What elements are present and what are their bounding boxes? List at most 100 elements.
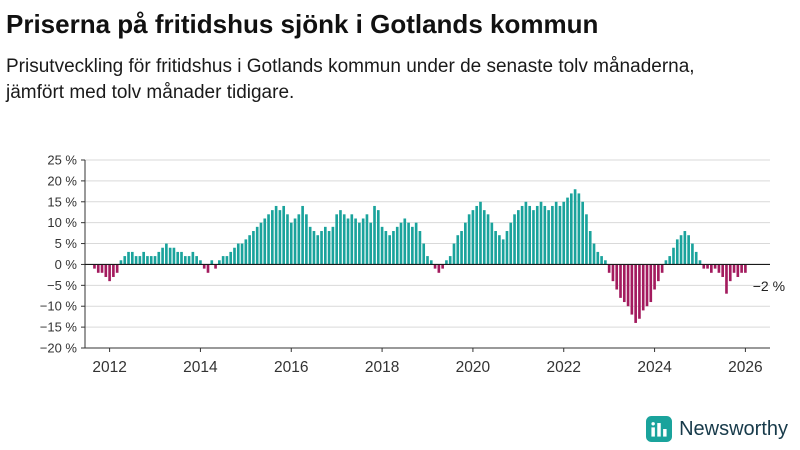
bar bbox=[641, 264, 645, 311]
bar bbox=[698, 260, 702, 265]
bar bbox=[517, 210, 520, 265]
bar bbox=[93, 264, 96, 269]
last-value-annotation: −2 % bbox=[753, 278, 785, 294]
bar bbox=[475, 205, 479, 265]
bar bbox=[180, 251, 183, 265]
bar bbox=[112, 264, 115, 277]
y-axis-label: −15 % bbox=[40, 320, 78, 335]
bar bbox=[710, 264, 713, 273]
bar bbox=[448, 256, 452, 265]
newsworthy-logo-icon bbox=[646, 416, 673, 442]
bar bbox=[581, 201, 584, 265]
bar bbox=[687, 235, 690, 265]
bar bbox=[558, 205, 562, 265]
bar bbox=[630, 264, 634, 315]
y-axis-label: 15 % bbox=[47, 194, 77, 209]
bar bbox=[445, 260, 448, 265]
bar bbox=[335, 214, 338, 265]
bar bbox=[562, 201, 566, 265]
bar bbox=[547, 210, 550, 265]
bar bbox=[713, 264, 717, 269]
bar bbox=[672, 247, 675, 265]
bar bbox=[373, 205, 376, 265]
bar bbox=[289, 222, 293, 265]
bar bbox=[649, 264, 653, 303]
bar bbox=[437, 264, 441, 273]
bar bbox=[660, 264, 664, 273]
bar bbox=[123, 256, 127, 265]
bar bbox=[388, 235, 391, 265]
bar bbox=[554, 201, 558, 265]
bar bbox=[528, 205, 532, 265]
bar bbox=[691, 243, 694, 265]
bar bbox=[354, 218, 357, 265]
y-axis-label: −5 % bbox=[47, 278, 77, 293]
bar bbox=[414, 222, 418, 265]
brand-footer: Newsworthy bbox=[646, 416, 788, 442]
bar bbox=[399, 222, 403, 265]
bar bbox=[165, 243, 168, 265]
bar bbox=[441, 264, 444, 269]
bar bbox=[467, 214, 471, 265]
bar bbox=[418, 231, 422, 265]
x-axis-label: 2020 bbox=[456, 359, 491, 376]
bar bbox=[596, 251, 600, 265]
bar bbox=[725, 264, 728, 294]
bar bbox=[664, 260, 668, 265]
bar bbox=[221, 256, 225, 265]
bar bbox=[331, 226, 335, 265]
bar bbox=[403, 218, 407, 265]
bar bbox=[161, 247, 164, 265]
bar bbox=[199, 260, 202, 265]
bar bbox=[282, 205, 286, 265]
bar bbox=[187, 256, 191, 265]
bar bbox=[115, 264, 119, 273]
bar bbox=[358, 222, 361, 265]
bar bbox=[286, 214, 289, 265]
brand-name: Newsworthy bbox=[679, 417, 788, 440]
bar bbox=[346, 218, 350, 265]
bar bbox=[728, 264, 732, 282]
bar bbox=[134, 256, 138, 265]
bar bbox=[645, 264, 649, 307]
bar bbox=[535, 205, 539, 265]
bar bbox=[153, 256, 157, 265]
bar bbox=[252, 231, 255, 265]
bar bbox=[395, 226, 399, 265]
bar bbox=[278, 210, 282, 265]
bar bbox=[675, 239, 679, 265]
bar bbox=[460, 231, 463, 265]
bar bbox=[694, 251, 698, 265]
bar bbox=[323, 226, 327, 265]
x-axis-label: 2018 bbox=[365, 359, 399, 376]
bar bbox=[498, 235, 501, 265]
bar bbox=[210, 260, 214, 265]
bar bbox=[702, 264, 706, 269]
bar bbox=[611, 264, 615, 282]
bar bbox=[214, 264, 217, 269]
x-axis-label: 2016 bbox=[274, 359, 308, 376]
chart-subtitle: Prisutveckling för fritidshus i Gotlands… bbox=[6, 55, 695, 103]
bar bbox=[566, 197, 569, 265]
bar bbox=[384, 231, 388, 265]
bar bbox=[218, 260, 221, 265]
bar bbox=[119, 260, 123, 265]
bar bbox=[717, 264, 721, 273]
bar bbox=[585, 214, 588, 265]
bar bbox=[520, 205, 524, 265]
bar bbox=[263, 218, 267, 265]
bar bbox=[183, 256, 187, 265]
bar bbox=[146, 256, 149, 265]
bar bbox=[259, 222, 263, 265]
bar bbox=[225, 256, 229, 265]
bar bbox=[350, 214, 354, 265]
bar bbox=[569, 193, 573, 265]
bar bbox=[490, 222, 494, 265]
x-axis-label: 2012 bbox=[92, 359, 126, 376]
bar bbox=[505, 231, 509, 265]
bar bbox=[305, 214, 308, 265]
bar bbox=[369, 222, 373, 265]
y-axis-label: 0 % bbox=[55, 257, 78, 272]
y-axis-label: 25 % bbox=[47, 153, 77, 168]
bar bbox=[486, 214, 490, 265]
